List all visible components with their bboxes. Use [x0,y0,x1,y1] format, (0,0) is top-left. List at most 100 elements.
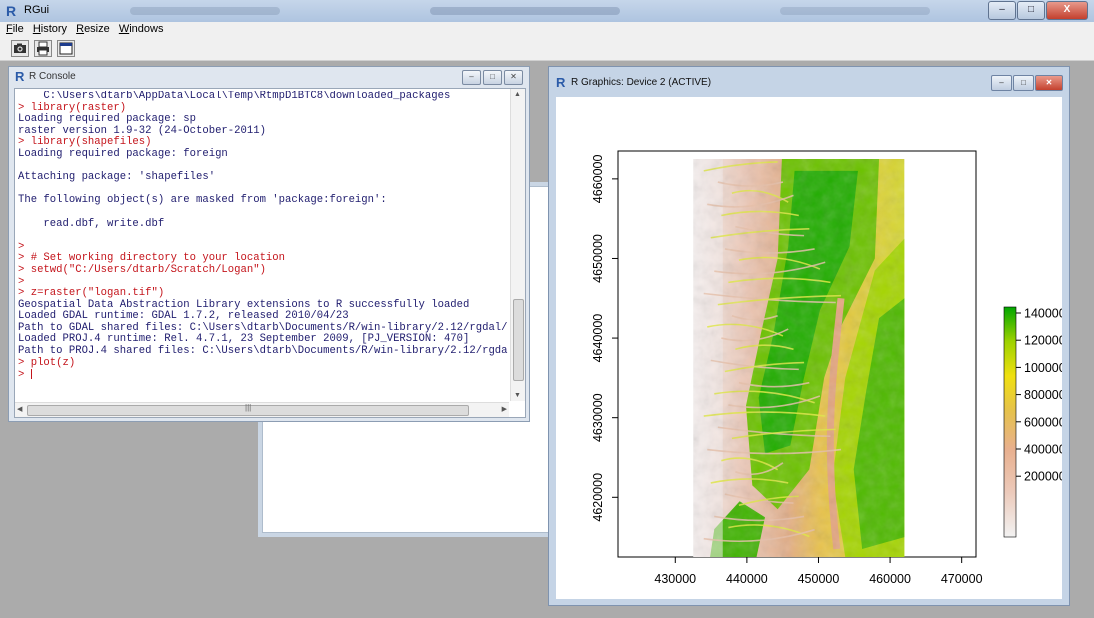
scroll-down-icon[interactable]: ▼ [514,392,521,399]
console-input-line: > plot(z) [18,356,76,369]
legend: 140000 120000 100000 800000 600000 400000 2000… [1003,306,1066,538]
x-tick-label: 430000 [654,572,696,586]
close-button[interactable]: X [1046,1,1088,20]
svg-text:R: R [556,76,566,89]
console-input-line: > [18,275,25,288]
blurred-title-segment [780,7,930,15]
svg-text:R: R [15,70,25,83]
console-minimize-button[interactable]: – [462,70,481,85]
console-title: R Console [29,71,76,82]
menu-resize[interactable]: Resize [76,23,110,35]
r-console-window[interactable]: R R Console – □ ✕ C:\Users\dtarb\AppData… [8,66,530,422]
legend-label: 800000 [1024,388,1062,402]
maximize-button[interactable]: □ [1017,1,1045,20]
main-window-controls: – □ X [987,1,1088,20]
console-window-controls: – □ ✕ [460,70,523,85]
console-output-line: read.dbf, write.dbf [18,217,165,230]
console-input-line: > setwd("C:/Users/dtarb/Scratch/Logan") [18,263,266,276]
plot-axes: 430000 440000 450000 460000 470000 4620000 463… [591,150,983,586]
copy-button[interactable] [11,40,29,57]
console-output-line: The following object(s) are masked from … [18,194,387,207]
console-output-line: Loading required package: foreign [18,147,228,160]
toolbar [0,38,1094,61]
console-output-line: Path to PROJ.4 shared files: C:\Users\dt… [18,345,508,358]
console-close-button[interactable]: ✕ [504,70,523,85]
blurred-title-segment [430,7,620,15]
scroll-right-icon[interactable]: ▶ [501,406,507,413]
legend-label: 100000 [1024,361,1062,375]
r-logo-icon: R [15,70,25,83]
console-text[interactable]: C:\Users\dtarb\AppData\Local\Temp\RtmpD1… [18,91,508,399]
svg-text:R: R [6,4,16,18]
console-input-line: > z=raster("logan.tif") [18,287,165,300]
legend-label: 120000 [1024,334,1062,348]
print-button[interactable] [34,40,52,57]
vertical-scrollbar[interactable]: ▲ ▼ [510,89,525,401]
menu-history[interactable]: History [32,23,68,35]
y-tick-label: 4650000 [591,234,605,283]
x-tick-label: 440000 [726,572,768,586]
scroll-up-icon[interactable]: ▲ [514,91,521,98]
console-output-line: Attaching package: 'shapefiles' [18,171,216,184]
menu-bar: File History Resize Windows [0,22,1094,38]
y-tick-label: 4640000 [591,314,605,363]
app-title: RGui [24,4,50,16]
legend-label: 600000 [1024,415,1062,429]
legend-color-bar [1003,306,1017,538]
y-tick-label: 4660000 [591,154,605,203]
console-input-line: > [18,369,508,381]
horizontal-scrollbar[interactable]: ◀ ||| ▶ [15,402,509,417]
legend-label: 400000 [1024,443,1062,457]
console-input-line: > library(shapefiles) [18,136,152,149]
legend-label: 200000 [1024,470,1062,484]
elevation-raster [693,158,905,557]
terrain-texture [693,158,905,557]
r-logo-icon: R [6,4,16,18]
console-output-line: Loaded GDAL runtime: GDAL 1.7.2, release… [18,310,349,323]
blurred-title-segment [130,7,280,15]
graphics-minimize-button[interactable]: – [991,75,1012,91]
r-logo-icon: R [556,76,566,89]
minimize-button[interactable]: – [988,1,1016,20]
console-output-line: C:\Users\dtarb\AppData\Local\Temp\RtmpD1… [18,91,451,102]
r-graphics-window[interactable]: R R Graphics: Device 2 (ACTIVE) – □ ✕ [548,66,1070,606]
console-output-line [18,207,508,219]
text-caret [30,369,32,380]
console-output-line [18,230,508,242]
printer-icon [37,41,49,56]
menu-file[interactable]: File [6,23,24,35]
console-input-line: > [18,240,25,253]
legend-label: 140000 [1024,307,1062,321]
console-window-button[interactable] [57,40,75,57]
y-tick-label: 4620000 [591,473,605,522]
camera-icon [14,43,26,53]
graphics-close-button[interactable]: ✕ [1035,75,1063,91]
scroll-left-icon[interactable]: ◀ [17,406,23,413]
console-title-bar[interactable]: R R Console – □ ✕ [9,67,529,87]
y-tick-label: 4630000 [591,393,605,442]
main-title-bar[interactable]: R RGui – □ X [0,0,1094,22]
console-output-line: Loading required package: sp [18,113,197,126]
console-maximize-button[interactable]: □ [483,70,502,85]
console-output-area[interactable]: C:\Users\dtarb\AppData\Local\Temp\RtmpD1… [14,88,526,418]
x-tick-label: 470000 [941,572,983,586]
graphics-title: R Graphics: Device 2 (ACTIVE) [571,77,712,88]
graphics-maximize-button[interactable]: □ [1013,75,1034,91]
console-input-line: > library(raster) [18,101,127,114]
raster-plot: 430000 440000 450000 460000 470000 4620000 463… [591,150,1066,586]
plot-canvas[interactable]: 430000 440000 450000 460000 470000 4620000 463… [556,97,1066,599]
x-tick-label: 450000 [798,572,840,586]
console-output-line: Path to GDAL shared files: C:\Users\dtar… [18,321,508,334]
graphics-window-controls: – □ ✕ [990,75,1063,91]
menu-windows[interactable]: Windows [118,23,164,35]
console-input-line: > # Set working directory to your locati… [18,252,286,265]
window-icon [59,42,73,55]
console-output-line: Geospatial Data Abstraction Library exte… [18,298,470,311]
scroll-grip: ||| [245,403,252,412]
vertical-scroll-thumb[interactable] [513,299,524,381]
horizontal-scroll-thumb[interactable] [27,405,469,416]
console-output-line: raster version 1.9-32 (24-October-2011) [18,124,266,137]
graphics-title-bar[interactable]: R R Graphics: Device 2 (ACTIVE) – □ ✕ [549,67,1069,97]
console-output-line: Loaded PROJ.4 runtime: Rel. 4.7.1, 23 Se… [18,333,470,346]
x-tick-label: 460000 [869,572,911,586]
